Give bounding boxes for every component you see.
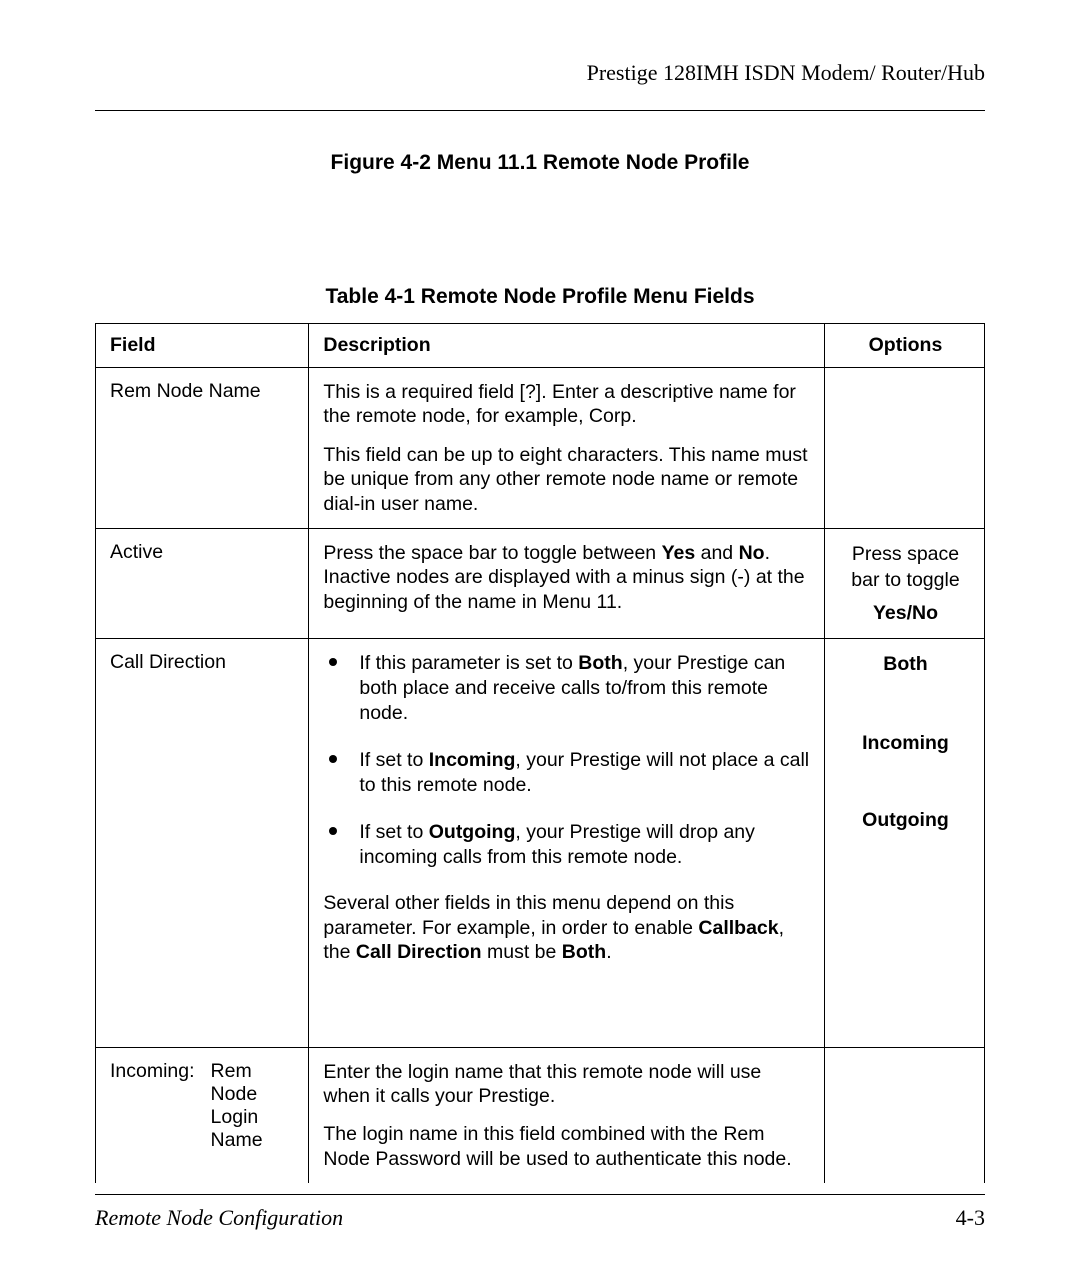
footer-row: Remote Node Configuration 4-3 bbox=[95, 1205, 985, 1231]
bullet-item: If set to Outgoing, your Prestige will d… bbox=[323, 820, 812, 870]
col-header-options: Options bbox=[824, 324, 984, 368]
text: If set to bbox=[359, 749, 428, 771]
table-row: Call Direction If this parameter is set … bbox=[96, 638, 985, 1047]
options-stack: Both Incoming Outgoing bbox=[839, 651, 972, 832]
text: and bbox=[695, 542, 738, 564]
table-row: Active Press the space bar to toggle bet… bbox=[96, 528, 985, 638]
cell-options: Both Incoming Outgoing bbox=[824, 638, 984, 1047]
cell-field: Active bbox=[96, 528, 309, 638]
header-rule bbox=[95, 110, 985, 111]
cell-description: This is a required field [?]. Enter a de… bbox=[309, 368, 825, 529]
table-row: Incoming: Rem Node Login Name Enter the … bbox=[96, 1047, 985, 1183]
table-row: Rem Node Name This is a required field [… bbox=[96, 368, 985, 529]
desc-paragraph: Several other fields in this menu depend… bbox=[323, 891, 812, 964]
page-header-title: Prestige 128IMH ISDN Modem/ Router/Hub bbox=[95, 60, 985, 86]
option-line: bar to toggle bbox=[839, 567, 972, 593]
bullet-list: If this parameter is set to Both, your P… bbox=[323, 651, 812, 870]
bullet-item: If this parameter is set to Both, your P… bbox=[323, 651, 812, 726]
bullet-item: If set to Incoming, your Prestige will n… bbox=[323, 748, 812, 798]
bold-text: Both bbox=[562, 941, 606, 963]
bold-text: Outgoing bbox=[429, 821, 516, 843]
table-caption: Table 4-1 Remote Node Profile Menu Field… bbox=[95, 285, 985, 309]
cell-description: Press the space bar to toggle between Ye… bbox=[309, 528, 825, 638]
cell-field: Call Direction bbox=[96, 638, 309, 1047]
bold-text: Callback bbox=[698, 917, 778, 939]
bold-text: Both bbox=[578, 652, 622, 674]
field-left: Incoming: bbox=[110, 1060, 195, 1152]
text: . bbox=[606, 941, 611, 963]
cell-options bbox=[824, 368, 984, 529]
page-footer: Remote Node Configuration 4-3 bbox=[95, 1194, 985, 1231]
fields-table: Field Description Options Rem Node Name … bbox=[95, 323, 985, 1183]
text: Several other fields in this menu depend… bbox=[323, 892, 734, 938]
table-header-row: Field Description Options bbox=[96, 324, 985, 368]
cell-options bbox=[824, 1047, 984, 1183]
footer-left: Remote Node Configuration bbox=[95, 1205, 343, 1231]
field-subgroup: Incoming: Rem Node Login Name bbox=[110, 1060, 296, 1152]
desc-paragraph: Press the space bar to toggle between Ye… bbox=[323, 541, 812, 614]
text: must be bbox=[482, 941, 562, 963]
options-block: Press space bar to toggle Yes/No bbox=[839, 541, 972, 626]
desc-paragraph: The login name in this field combined wi… bbox=[323, 1122, 812, 1171]
field-right-line: Login Name bbox=[211, 1106, 297, 1152]
bold-text: Incoming bbox=[429, 749, 516, 771]
figure-caption: Figure 4-2 Menu 11.1 Remote Node Profile bbox=[95, 151, 985, 175]
cell-options: Press space bar to toggle Yes/No bbox=[824, 528, 984, 638]
cell-field: Incoming: Rem Node Login Name bbox=[96, 1047, 309, 1183]
text: If set to bbox=[359, 821, 428, 843]
option-line: Press space bbox=[839, 541, 972, 567]
option-bold: Both bbox=[839, 653, 972, 676]
desc-paragraph: This field can be up to eight characters… bbox=[323, 443, 812, 516]
text: If this parameter is set to bbox=[359, 652, 578, 674]
bold-text: Yes bbox=[662, 542, 696, 564]
option-bold: Outgoing bbox=[839, 809, 972, 832]
cell-description: Enter the login name that this remote no… bbox=[309, 1047, 825, 1183]
field-right: Rem Node Login Name bbox=[211, 1060, 297, 1152]
page: Prestige 128IMH ISDN Modem/ Router/Hub F… bbox=[0, 0, 1080, 1281]
bold-text: No bbox=[739, 542, 765, 564]
footer-right: 4-3 bbox=[956, 1205, 985, 1231]
text: Press the space bar to toggle between bbox=[323, 542, 661, 564]
col-header-field: Field bbox=[96, 324, 309, 368]
desc-paragraph: Enter the login name that this remote no… bbox=[323, 1060, 812, 1109]
option-bold: Incoming bbox=[839, 732, 972, 755]
option-line-bold: Yes/No bbox=[839, 600, 972, 626]
footer-rule bbox=[95, 1194, 985, 1195]
desc-paragraph: This is a required field [?]. Enter a de… bbox=[323, 380, 812, 429]
cell-description: If this parameter is set to Both, your P… bbox=[309, 638, 825, 1047]
bold-text: Call Direction bbox=[356, 941, 482, 963]
col-header-description: Description bbox=[309, 324, 825, 368]
field-right-line: Rem Node bbox=[211, 1060, 297, 1106]
cell-field: Rem Node Name bbox=[96, 368, 309, 529]
